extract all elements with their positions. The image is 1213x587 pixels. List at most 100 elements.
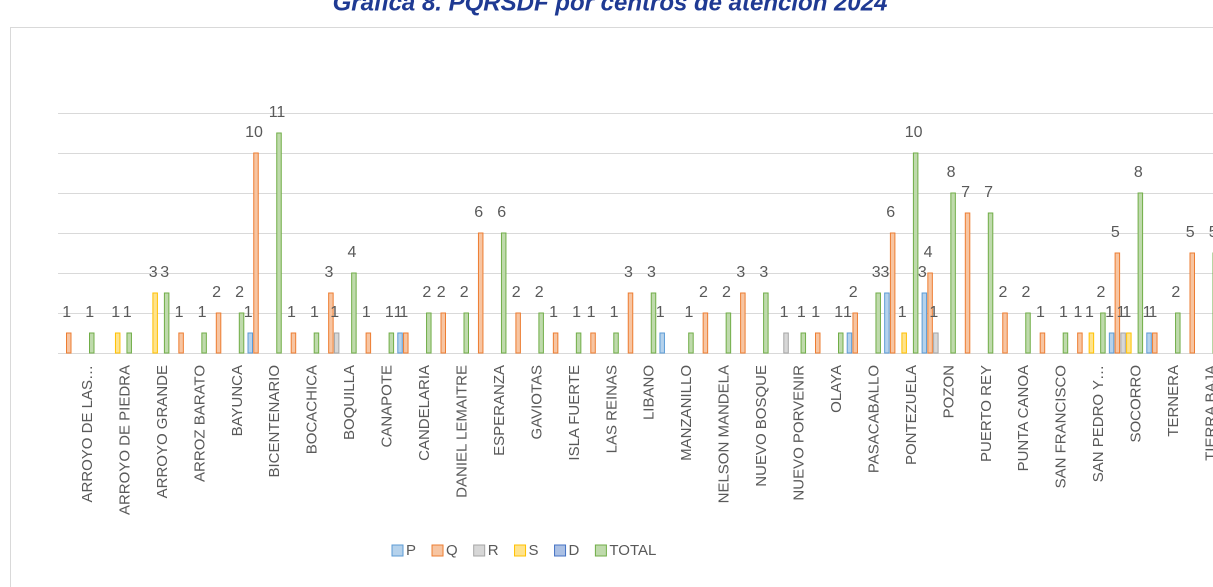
bar: [1152, 332, 1158, 354]
bar: [114, 332, 121, 354]
x-tick-label: ARROYO DE PIEDRA: [116, 365, 133, 515]
data-label: 1: [198, 304, 207, 321]
data-label: 1: [1085, 304, 1094, 321]
x-tick-label: ARROYO DE LAS…: [79, 365, 96, 503]
bar: [253, 152, 259, 354]
data-label: 3: [160, 264, 169, 281]
bar: [89, 332, 95, 354]
legend-swatch: [514, 544, 527, 557]
data-label: 1: [399, 304, 408, 321]
bar: [313, 332, 320, 354]
bar: [328, 292, 334, 354]
bar: [397, 332, 403, 354]
data-label: 6: [886, 204, 895, 221]
bar: [875, 292, 881, 354]
bar: [763, 292, 769, 354]
bar: [515, 312, 521, 354]
bar: [66, 332, 72, 354]
legend-swatch: [391, 544, 404, 557]
data-label: 1: [549, 304, 558, 321]
data-label: 5: [1186, 224, 1195, 241]
data-label: 5: [1209, 224, 1213, 241]
bar: [388, 332, 395, 354]
bar: [1137, 192, 1144, 354]
x-tick-label: PUERTO REY: [978, 365, 995, 462]
x-tick-label: ARROYO GRANDE: [154, 365, 171, 498]
data-label: 1: [1073, 304, 1082, 321]
data-label: 6: [474, 204, 483, 221]
data-label: 1: [929, 304, 938, 321]
data-label: 2: [460, 284, 469, 301]
bar: [178, 332, 184, 354]
data-label: 2: [212, 284, 221, 301]
bar: [575, 332, 582, 354]
data-label: 2: [1171, 284, 1180, 301]
x-tick-label: BAYUNCA: [229, 365, 246, 436]
data-label: 2: [1022, 284, 1031, 301]
data-label: 2: [699, 284, 708, 301]
x-tick-label: SAN PEDRO Y…: [1090, 365, 1107, 482]
x-tick-label: ISLA FUERTE: [566, 365, 583, 461]
x-tick-label: LIBANO: [641, 365, 658, 420]
x-tick-label: TIERRA BAJA: [1202, 365, 1213, 461]
data-label: 2: [512, 284, 521, 301]
legend-label: D: [569, 542, 580, 559]
data-label: 3: [872, 264, 881, 281]
data-label: 1: [287, 304, 296, 321]
bar: [933, 332, 939, 354]
data-label: 3: [647, 264, 656, 281]
data-label: 3: [918, 264, 927, 281]
data-label: 1: [1117, 304, 1126, 321]
data-label: 1: [797, 304, 806, 321]
legend-label: S: [529, 542, 539, 559]
bar: [1120, 332, 1126, 354]
x-tick-label: PONTEZUELA: [903, 365, 920, 465]
bar: [1088, 332, 1095, 354]
bar: [627, 292, 634, 354]
bar: [463, 312, 469, 354]
data-label: 11: [269, 104, 286, 121]
x-tick-label: ARROZ BARATO: [191, 365, 208, 482]
x-tick-label: BICENTENARIO: [266, 365, 283, 478]
x-tick-label: PUNTA CANOA: [1015, 365, 1032, 471]
bar: [276, 132, 282, 354]
bar: [333, 332, 340, 354]
data-label: 1: [244, 304, 253, 321]
x-tick-label: LAS REINAS: [603, 365, 620, 453]
bar: [1039, 332, 1046, 354]
bar: [702, 312, 709, 354]
data-label: 1: [330, 304, 339, 321]
legend-swatch: [473, 544, 486, 557]
bar: [1146, 332, 1152, 354]
bar: [238, 312, 245, 354]
bar: [889, 232, 896, 354]
data-label: 1: [780, 304, 789, 321]
legend-label: TOTAL: [609, 542, 656, 559]
bar: [1126, 332, 1132, 354]
legend-label: R: [488, 542, 499, 559]
bar: [927, 272, 933, 354]
data-label: 10: [905, 124, 923, 141]
bar: [921, 292, 928, 354]
data-label: 1: [1059, 304, 1068, 321]
bar: [403, 332, 409, 354]
x-tick-label: PASACABALLO: [865, 365, 882, 473]
bar: [1114, 252, 1121, 354]
bar: [215, 312, 222, 354]
legend-swatch: [594, 544, 607, 557]
data-label: 2: [535, 284, 544, 301]
chart-border: [10, 27, 1213, 587]
data-label: 8: [1134, 164, 1143, 181]
data-label: 1: [610, 304, 619, 321]
data-label: 1: [684, 304, 693, 321]
bar: [552, 332, 559, 354]
data-label: 2: [422, 284, 431, 301]
data-label: 3: [880, 264, 889, 281]
x-tick-label: CANAPOTE: [379, 365, 396, 448]
data-label: 1: [1105, 304, 1114, 321]
x-tick-label: SAN FRANCISCO: [1053, 365, 1070, 488]
bar: [783, 332, 789, 354]
data-label: 1: [898, 304, 907, 321]
